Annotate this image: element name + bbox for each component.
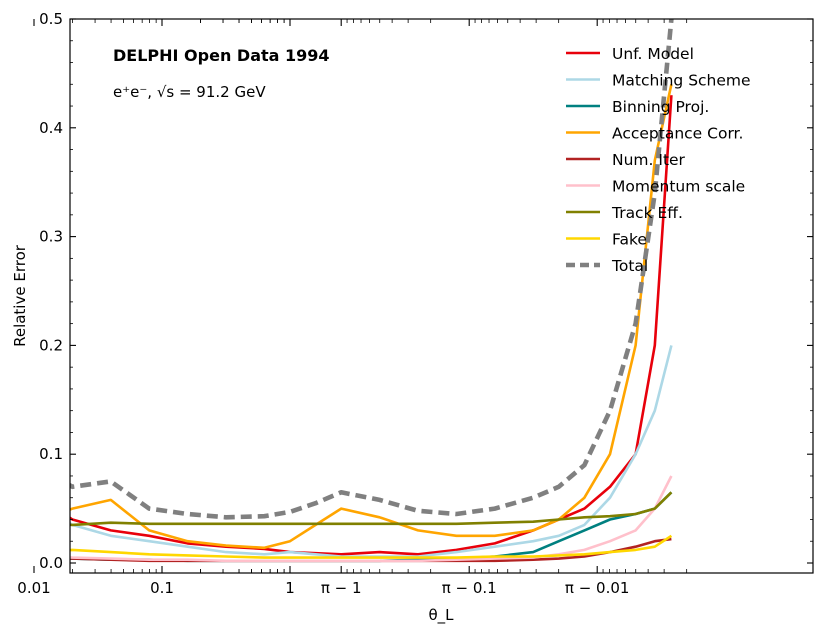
x-tick-label: 0.1 <box>150 579 174 597</box>
series-line-matching-scheme <box>70 345 673 558</box>
x-tick-label: π − 1 <box>321 579 362 597</box>
series-line-momentum-scale <box>70 475 673 563</box>
y-tick-label: 0.0 <box>39 554 63 572</box>
series-line-total <box>70 19 674 520</box>
y-tick-label: 0.5 <box>39 10 63 28</box>
legend-label: Acceptance Corr. <box>612 125 743 143</box>
plot-frame <box>69 18 814 574</box>
series-line-fake <box>70 534 673 559</box>
x-tick-label: π − 0.01 <box>565 579 630 597</box>
y-tick-label: 0.2 <box>39 336 63 354</box>
x-tick-label: 0.01 <box>17 579 50 597</box>
x-tick-label: π − 0.1 <box>442 579 497 597</box>
y-tick-label: 0.1 <box>39 445 63 463</box>
x-axis-label: θ_L <box>428 606 454 625</box>
axis-layer: 0.0 0.1 0.2 0.3 0.4 0.5 0.01 0.1 1 π − 1 π − 0.1 π … <box>17 10 813 597</box>
y-tick-label: 0.3 <box>39 228 63 246</box>
series-line-track-eff <box>70 491 673 527</box>
legend: Unf. Model Matching Scheme Binning Proj. Ac… <box>566 45 751 275</box>
series-layer <box>70 19 674 563</box>
annotation-title: DELPHI Open Data 1994 <box>113 46 330 65</box>
y-axis-label: Relative Error <box>11 244 29 347</box>
legend-label: Momentum scale <box>612 178 745 196</box>
legend-label: Fake <box>612 231 647 249</box>
plot-background <box>70 19 813 573</box>
legend-label: Num. Iter <box>612 151 686 169</box>
legend-label: Unf. Model <box>612 45 694 63</box>
y-tick-label: 0.4 <box>39 119 63 137</box>
legend-label: Total <box>611 257 648 275</box>
legend-label: Matching Scheme <box>612 72 751 90</box>
x-tick-label: 1 <box>285 579 295 597</box>
legend-label: Binning Proj. <box>612 98 709 116</box>
annotation-energy: e⁺e⁻, √s = 91.2 GeV <box>113 83 266 101</box>
legend-label: Track Eff. <box>611 204 683 222</box>
